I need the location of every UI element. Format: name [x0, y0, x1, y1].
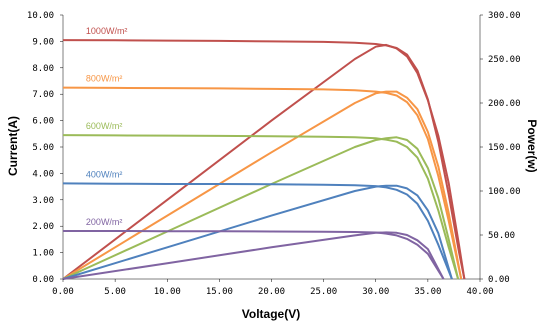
- y-tick-label: 5.00: [32, 143, 54, 153]
- y-tick-label: 7.00: [32, 90, 54, 100]
- annotation-layer: 1000W/m² 800W/m² 600W/m² 400W/m² 200W/m²: [86, 26, 128, 227]
- series-label: 200W/m²: [86, 217, 123, 227]
- series-layer: [62, 39, 466, 280]
- x-tick-label: 15.00: [206, 287, 233, 297]
- y2-tick-label: 50.00: [488, 231, 515, 241]
- x-tick-label: 20.00: [258, 287, 285, 297]
- y-tick-label: 10.00: [27, 11, 54, 21]
- iv-curve-line: [63, 230, 445, 280]
- series-label: 800W/m²: [86, 74, 123, 84]
- x-tick-label: 0.00: [52, 287, 74, 297]
- series-4: [62, 230, 445, 280]
- y-tick-label: 1.00: [32, 249, 54, 259]
- y-tick-label: 3.00: [32, 196, 54, 206]
- y-tick-label: 2.00: [32, 222, 54, 232]
- y-tick-label: 9.00: [32, 37, 54, 47]
- x-tick-label: 5.00: [104, 287, 126, 297]
- y2-tick-label: 100.00: [488, 187, 521, 197]
- x-tick-label: 30.00: [362, 287, 389, 297]
- y-tick-label: 6.00: [32, 117, 54, 127]
- series-1: [62, 86, 463, 280]
- series-label: 1000W/m²: [86, 26, 128, 36]
- y2-tick-label: 300.00: [488, 11, 521, 21]
- y2-tick-label: 0.00: [488, 275, 510, 285]
- y-tick-label: 4.00: [32, 169, 54, 179]
- x-tick-label: 35.00: [414, 287, 441, 297]
- y2-tick-label: 250.00: [488, 55, 521, 65]
- series-label: 600W/m²: [86, 121, 123, 131]
- pv-curve-line: [62, 90, 463, 280]
- y2-tick-label: 200.00: [488, 99, 521, 109]
- pv-curve-line: [62, 231, 445, 280]
- series-0: [62, 39, 466, 280]
- y-axis-title: Current(A): [6, 116, 20, 176]
- x-tick-label: 40.00: [466, 287, 493, 297]
- y-tick-label: 8.00: [32, 64, 54, 74]
- series-3: [62, 182, 453, 280]
- y-tick-label: 0.00: [32, 275, 54, 285]
- pv-curve-line: [62, 184, 453, 280]
- tick-layer: 0.00 5.00 10.00 15.00 20.00 25.00 30.00 35.00 40…: [27, 11, 521, 297]
- pv-curve-line: [62, 43, 466, 280]
- series-label: 400W/m²: [86, 169, 123, 179]
- x-tick-label: 25.00: [310, 287, 337, 297]
- x-axis-title: Voltage(V): [242, 307, 300, 321]
- y2-tick-label: 150.00: [488, 143, 521, 153]
- x-tick-label: 10.00: [154, 287, 181, 297]
- y2-axis-title: Power(w): [525, 119, 538, 172]
